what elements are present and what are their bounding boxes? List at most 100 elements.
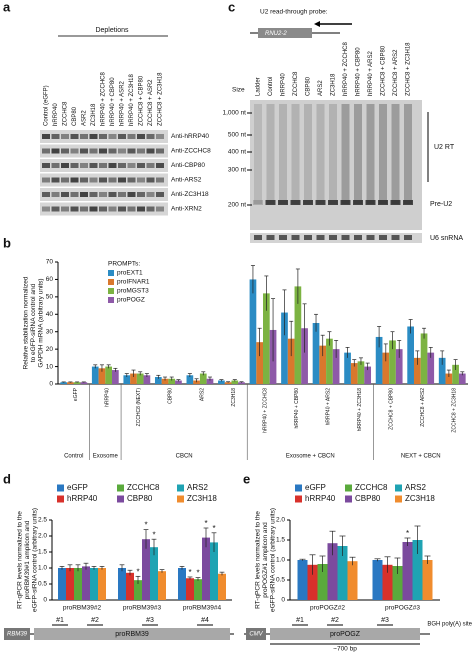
blot-band: [156, 134, 164, 139]
significance-mark: *: [136, 567, 139, 576]
blot-band: [42, 192, 50, 197]
blot-band: [146, 163, 155, 168]
gel-band: [328, 200, 338, 205]
significance-mark: *: [212, 524, 215, 533]
bar: [350, 363, 358, 384]
blot-header: Depletions: [95, 27, 129, 34]
blot-band: [108, 177, 117, 183]
bar: [407, 326, 414, 384]
y-axis-label: to eGFP-siRNA control and: [30, 283, 37, 362]
gene-box: [4, 628, 30, 640]
blot-band: [99, 163, 107, 168]
blot-band: [127, 163, 136, 168]
x-tick-label: ARS2: [199, 388, 205, 401]
gel-band: [315, 200, 326, 205]
amplicon-label: #1: [56, 617, 64, 624]
bar: [186, 578, 194, 600]
y-tick-label: 50: [46, 294, 54, 301]
bar: [123, 375, 131, 384]
legend-label: proIFNAR1: [117, 279, 150, 286]
legend-label: hRRP40: [305, 494, 336, 503]
significance-mark: *: [152, 530, 155, 539]
bar: [142, 539, 150, 600]
blot-band: [51, 134, 60, 139]
blot-band: [146, 134, 155, 139]
bar: [224, 382, 232, 384]
legend-label: CBP80: [355, 494, 381, 503]
bar: [143, 375, 151, 384]
terminator-label: BGH poly(A) site: [427, 622, 472, 628]
amplicon-label: #4: [201, 617, 209, 624]
blot-band: [70, 177, 79, 183]
bar: [256, 342, 263, 384]
legend-swatch: [177, 484, 184, 492]
gel-lane: [304, 104, 312, 204]
significance-mark: *: [406, 529, 409, 538]
panel-label: d: [3, 471, 11, 486]
blot-band: [146, 148, 155, 154]
x-tick-label: proPOGZ#2: [310, 605, 345, 612]
y-tick-label: 0: [49, 381, 53, 388]
blot-band: [99, 192, 107, 197]
promoter-box: [34, 628, 230, 640]
panel-label: a: [3, 0, 11, 14]
bar: [395, 349, 403, 384]
loading-band: [366, 235, 375, 240]
bar: [74, 568, 82, 600]
lane-label: hRRP40 + ZCCHC8: [343, 41, 349, 96]
legend-title: PROMPTs:: [108, 261, 140, 268]
blot-band: [146, 177, 155, 183]
lane-label: hRRP40 + CBP80: [110, 77, 116, 126]
bar: [112, 370, 119, 384]
y-axis-label: RT-qPCR levels normalized to the: [255, 511, 262, 609]
legend-swatch: [395, 495, 402, 503]
bar: [206, 378, 214, 384]
blot-band: [80, 163, 88, 168]
blot-band: [108, 163, 117, 168]
blot-band: [118, 177, 126, 183]
gene-box: [246, 628, 266, 640]
bar: [452, 364, 459, 384]
blot-label: Anti-ARS2: [171, 177, 202, 184]
legend-swatch: [57, 495, 64, 503]
lane-label: ZCCHC8: [293, 71, 299, 96]
loading-band: [254, 235, 262, 240]
legend-label: eGFP: [67, 483, 88, 492]
bar: [210, 542, 218, 600]
loading-band: [291, 235, 300, 240]
blot-band: [127, 206, 136, 212]
bar: [178, 568, 186, 600]
blot-band: [70, 192, 79, 197]
x-tick-label: eGFP: [73, 387, 79, 401]
bar: [105, 366, 113, 384]
amplicon-label: #3: [381, 617, 389, 624]
panel-label: b: [3, 235, 11, 250]
significance-mark: *: [144, 521, 147, 530]
bar: [347, 561, 358, 600]
bar: [263, 293, 270, 384]
blot-band: [137, 192, 145, 197]
blot-band: [51, 206, 60, 212]
blot-band: [99, 134, 107, 139]
blot-band: [146, 192, 155, 197]
blot-band: [137, 163, 145, 168]
blot-band: [61, 148, 69, 154]
blot-band: [61, 192, 69, 197]
size-label: 400 nt: [228, 149, 246, 156]
legend-label: ARS2: [405, 483, 426, 492]
bar: [130, 373, 137, 384]
lane-label: hRRP40 + ARS2: [368, 50, 374, 96]
legend-label: proMGST3: [117, 288, 149, 295]
loading-band: [279, 235, 287, 240]
gene-box: [258, 28, 312, 38]
legend-swatch: [345, 484, 352, 492]
bar: [327, 543, 338, 600]
significance-mark: *: [188, 568, 191, 577]
significance-mark: *: [196, 569, 199, 578]
lane-label: ZCCHC8: [63, 101, 69, 126]
x-tick-label: ZCCHC8 (NEXT): [136, 388, 142, 427]
legend-swatch: [295, 484, 302, 492]
x-tick-label: CBP80: [168, 388, 174, 404]
bar: [281, 312, 288, 384]
